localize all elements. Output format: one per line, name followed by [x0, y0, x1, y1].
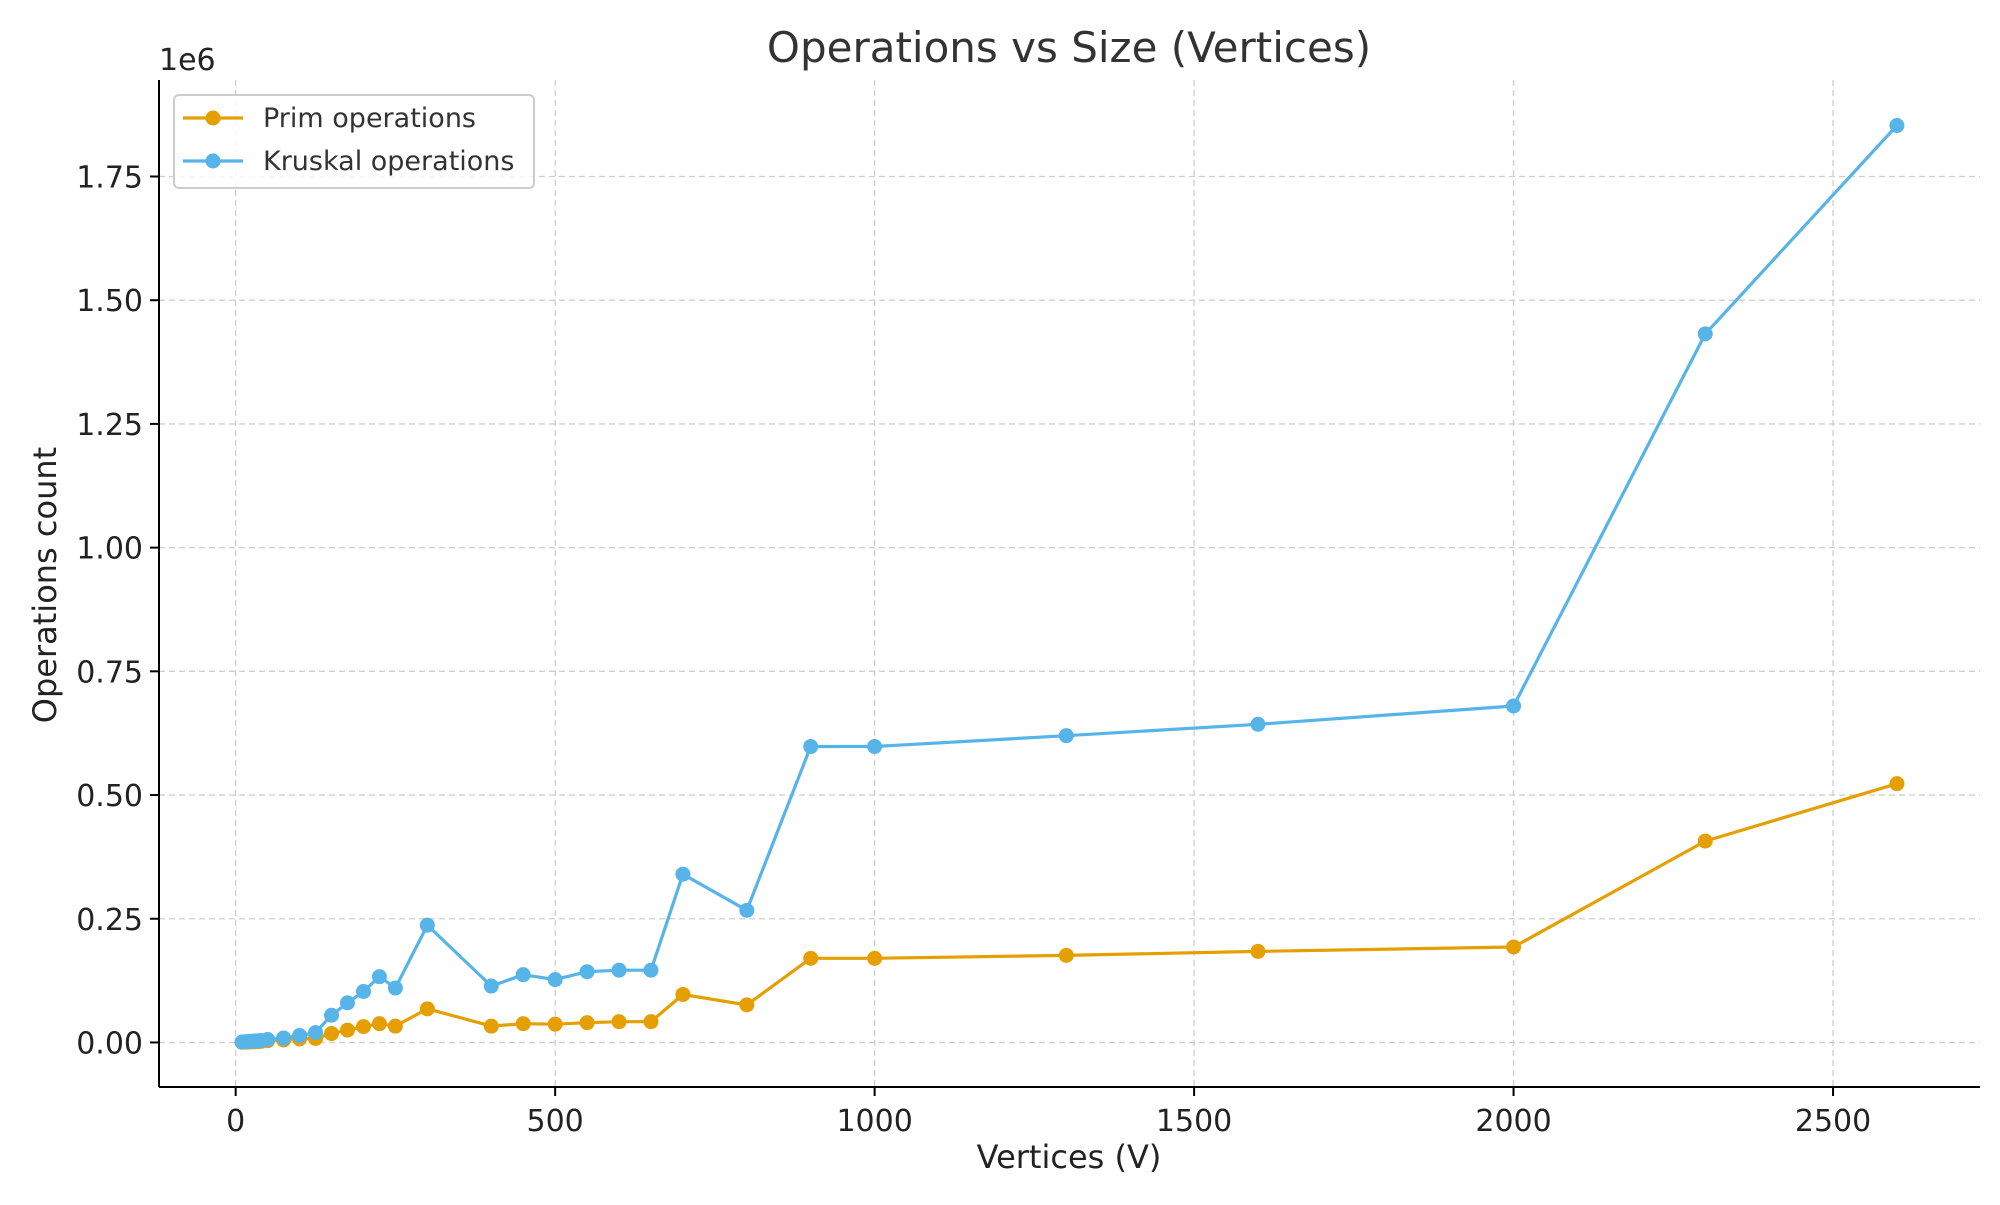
data-point-kruskal-operations [1697, 326, 1713, 342]
y-axis-label: Operations count [26, 447, 64, 723]
data-point-kruskal-operations [547, 972, 563, 988]
data-point-prim-operations [579, 1015, 595, 1031]
data-point-prim-operations [611, 1014, 627, 1030]
x-tick-label: 0 [226, 1104, 245, 1139]
data-point-prim-operations [419, 1001, 435, 1017]
y-tick-label: 0.25 [76, 903, 143, 938]
data-point-kruskal-operations [276, 1030, 292, 1046]
x-tick-label: 1000 [836, 1104, 912, 1139]
data-point-kruskal-operations [675, 866, 691, 882]
series-line-prim-operations [242, 782, 1898, 1044]
legend-swatch-marker-prim [205, 110, 221, 126]
data-point-kruskal-operations [515, 967, 531, 983]
data-point-kruskal-operations [611, 962, 627, 978]
data-point-prim-operations [803, 950, 819, 966]
data-point-kruskal-operations [339, 995, 355, 1011]
data-point-prim-operations [675, 986, 691, 1002]
data-point-prim-operations [324, 1026, 340, 1042]
data-point-prim-operations [515, 1016, 531, 1032]
data-point-kruskal-operations [324, 1007, 340, 1023]
ticks-layer: 0 500 1000 1500 2000 2500 0.00 0.25 0.50 0.75 1.00… [76, 160, 1871, 1139]
data-point-prim-operations [387, 1018, 403, 1034]
chart-title: Operations vs Size (Vertices) [767, 23, 1371, 72]
data-point-kruskal-operations [371, 969, 387, 985]
data-point-kruskal-operations [419, 917, 435, 933]
grid-layer [159, 80, 1980, 1087]
data-point-prim-operations [643, 1014, 659, 1030]
legend-label-prim: Prim operations [263, 103, 476, 134]
y-axis-offset-label: 1e6 [159, 43, 216, 78]
data-point-kruskal-operations [387, 980, 403, 996]
data-point-prim-operations [1506, 939, 1522, 955]
data-point-prim-operations [547, 1016, 563, 1032]
data-point-prim-operations [1697, 833, 1713, 849]
legend-swatch-marker-kruskal [205, 153, 221, 169]
data-point-kruskal-operations [643, 962, 659, 978]
data-point-prim-operations [739, 997, 755, 1013]
x-tick-label: 1500 [1156, 1104, 1232, 1139]
data-point-kruskal-operations [739, 902, 755, 918]
y-tick-label: 0.50 [76, 779, 143, 814]
legend: Prim operations Kruskal operations [173, 94, 535, 189]
series-line-kruskal-operations [241, 124, 1899, 1044]
data-point-prim-operations [1889, 776, 1905, 792]
legend-box [173, 94, 535, 189]
data-point-prim-operations [355, 1019, 371, 1035]
data-point-kruskal-operations [1506, 698, 1522, 714]
data-point-prim-operations [371, 1016, 387, 1032]
data-point-prim-operations [483, 1018, 499, 1034]
data-point-prim-operations [1058, 947, 1074, 963]
data-point-kruskal-operations [260, 1031, 276, 1047]
y-tick-label: 1.25 [76, 408, 143, 443]
y-tick-label: 1.75 [76, 160, 143, 195]
data-point-kruskal-operations [1250, 716, 1266, 732]
y-tick-label: 1.00 [76, 532, 143, 567]
y-tick-label: 0.00 [76, 1026, 143, 1061]
data-point-kruskal-operations [355, 983, 371, 999]
data-point-kruskal-operations [483, 978, 499, 994]
series-layer [234, 118, 1905, 1050]
data-point-kruskal-operations [803, 739, 819, 755]
y-tick-label: 0.75 [76, 655, 143, 690]
data-point-kruskal-operations [308, 1025, 324, 1041]
data-point-prim-operations [1250, 943, 1266, 959]
x-tick-label: 2000 [1475, 1104, 1551, 1139]
data-point-prim-operations [339, 1022, 355, 1038]
data-point-kruskal-operations [579, 964, 595, 980]
data-point-kruskal-operations [867, 739, 883, 755]
legend-label-kruskal: Kruskal operations [263, 146, 514, 177]
y-tick-label: 1.50 [76, 284, 143, 319]
x-tick-label: 2500 [1795, 1104, 1871, 1139]
data-point-prim-operations [867, 950, 883, 966]
x-axis-label: Vertices (V) [977, 1138, 1162, 1176]
data-point-kruskal-operations [1889, 118, 1905, 134]
x-tick-label: 500 [527, 1104, 584, 1139]
axes-layer [158, 80, 1980, 1088]
data-point-kruskal-operations [292, 1028, 308, 1044]
data-point-kruskal-operations [1058, 728, 1074, 744]
